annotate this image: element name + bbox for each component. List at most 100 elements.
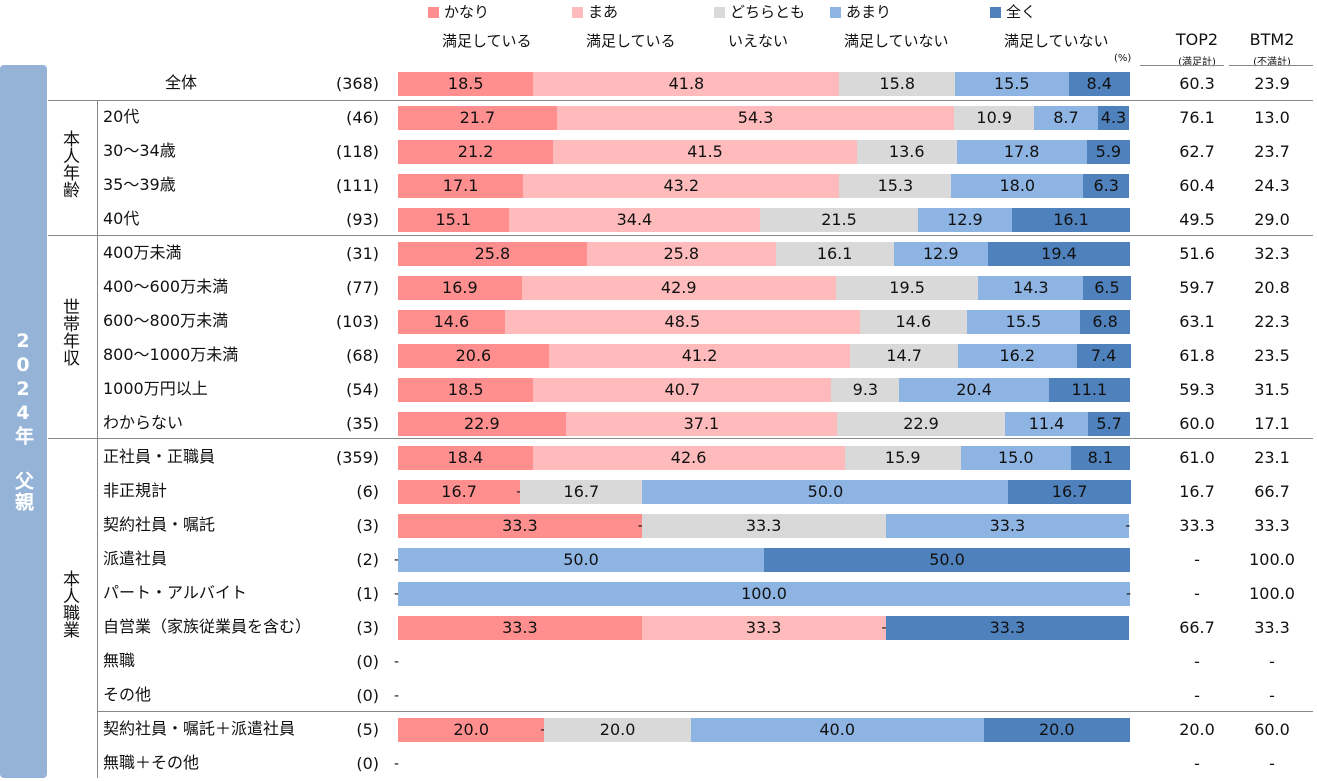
bar-segment: 16.1 <box>775 242 894 266</box>
row-label: 1000万円以上 <box>103 379 208 398</box>
bar-value-label: 20.4 <box>956 380 992 399</box>
top2-value: 60.3 <box>1179 74 1215 93</box>
bar-segment: 37.1 <box>565 412 838 436</box>
bar-value-label: 5.7 <box>1096 414 1122 433</box>
btm2-value: 17.1 <box>1254 414 1290 433</box>
btm2-value: 32.3 <box>1254 244 1290 263</box>
bar-segment: 6.8 <box>1080 310 1130 334</box>
legend-swatch <box>714 7 725 18</box>
bar-segment: 50.0 <box>642 480 1009 504</box>
row-n: (6) <box>356 482 379 501</box>
zero-dash: - <box>394 552 400 568</box>
legend-item: かなり <box>428 2 489 22</box>
legend-swatch <box>572 7 583 18</box>
bar-segment: 100.0 <box>398 582 1130 606</box>
bar-value-label: 19.5 <box>889 278 925 297</box>
bar-segment: 16.7 <box>398 480 521 504</box>
divider <box>48 100 1313 101</box>
bar-value-label: 14.3 <box>1012 278 1049 297</box>
btm2-value: 60.0 <box>1254 720 1290 739</box>
row-n: (31) <box>346 244 379 263</box>
bar-segment: 16.7 <box>1008 480 1131 504</box>
bar-value-label: 18.5 <box>447 74 484 93</box>
row-label: 600～800万未満 <box>103 311 229 330</box>
row-n: (3) <box>356 618 379 637</box>
bar-segment: 18.5 <box>398 72 534 96</box>
bar-value-label: 15.8 <box>879 74 916 93</box>
bar-segment: 20.4 <box>899 378 1049 402</box>
bar-value-label: 15.9 <box>884 448 921 467</box>
bar-segment: 21.5 <box>760 208 918 232</box>
legend-item: あまり <box>830 2 891 22</box>
bar-value-label: 33.3 <box>502 618 538 637</box>
row-n: (68) <box>346 346 379 365</box>
btm2-value: - <box>1269 652 1275 671</box>
bar-segment: 6.3 <box>1083 174 1130 198</box>
bar-segment: 40.0 <box>690 718 984 742</box>
bar-value-label: 33.3 <box>989 618 1026 637</box>
bar-segment: 11.4 <box>1004 412 1089 436</box>
row-n: (359) <box>335 448 379 467</box>
bar-value-label: 16.7 <box>1051 482 1088 501</box>
top2-value: 33.3 <box>1179 516 1215 535</box>
top2-title: TOP2 <box>1175 30 1219 49</box>
zero-dash: - <box>1126 586 1132 602</box>
bar-segment: 16.2 <box>957 344 1077 368</box>
bar-value-label: 17.1 <box>442 176 479 195</box>
btm2-value: 22.3 <box>1254 312 1290 331</box>
legend-item: どちらとも <box>714 2 805 22</box>
bar-segment: 25.8 <box>586 242 776 266</box>
unit-label: (%) <box>1114 53 1132 64</box>
row-label: 400万未満 <box>103 243 182 262</box>
bar-value-label: 18.4 <box>447 448 484 467</box>
zero-dash: - <box>516 484 522 500</box>
zero-dash: - <box>394 688 400 704</box>
bar-value-label: 6.5 <box>1094 278 1120 297</box>
bar-value-label: 7.4 <box>1090 346 1117 365</box>
bar-segment: 21.2 <box>398 140 554 164</box>
bar-segment: 20.0 <box>544 718 691 742</box>
bar-value-label: 20.6 <box>455 346 492 365</box>
bar-segment: 18.4 <box>398 446 533 470</box>
bar-segment: 5.9 <box>1086 140 1130 164</box>
row-label: 正社員・正職員 <box>103 447 216 466</box>
bar-value-label: 41.8 <box>668 74 705 93</box>
divider <box>48 438 1313 439</box>
bar-segment: 20.0 <box>398 718 545 742</box>
bar-value-label: 14.6 <box>433 312 470 331</box>
bar-value-label: 8.1 <box>1087 448 1114 467</box>
bar-value-label: 37.1 <box>683 414 720 433</box>
group-label-income: 世帯年収 <box>59 298 79 366</box>
bar-value-label: 33.3 <box>745 618 782 637</box>
btm2-value: - <box>1269 754 1275 773</box>
bar-value-label: 20.0 <box>453 720 489 739</box>
bar-value-label: 41.5 <box>687 142 723 161</box>
row-n: (77) <box>346 278 379 297</box>
bar-value-label: 6.3 <box>1093 176 1119 195</box>
bar-segment: 15.9 <box>844 446 961 470</box>
top2-value: 61.0 <box>1179 448 1215 467</box>
top2-value: 16.7 <box>1179 482 1215 501</box>
row-label: 40代 <box>103 209 140 228</box>
bar-value-label: 100.0 <box>741 584 787 603</box>
bar-segment: 40.7 <box>533 378 832 402</box>
bar-value-label: 20.0 <box>599 720 636 739</box>
bar-value-label: 21.7 <box>459 108 496 127</box>
bar-segment: 33.3 <box>398 616 642 640</box>
btm2-header: BTM2 (不満計) <box>1237 30 1307 73</box>
bar-value-label: 11.1 <box>1071 380 1108 399</box>
bar-segment: 13.6 <box>856 140 957 164</box>
bar-value-label: 48.5 <box>664 312 701 331</box>
row-n: (54) <box>346 380 379 399</box>
bar-value-label: 15.3 <box>877 176 914 195</box>
legend-swatch <box>428 7 439 18</box>
bar-segment: 7.4 <box>1076 344 1131 368</box>
btm2-value: 13.0 <box>1254 108 1290 127</box>
bar-segment: 18.5 <box>398 378 534 402</box>
bar-segment: 42.6 <box>532 446 845 470</box>
bar-value-label: 16.7 <box>563 482 600 501</box>
legend-item: 全く <box>990 2 1036 22</box>
btm2-value: 100.0 <box>1249 550 1295 569</box>
legend-item: まあ <box>572 2 618 22</box>
bar-segment: 33.3 <box>885 514 1130 538</box>
